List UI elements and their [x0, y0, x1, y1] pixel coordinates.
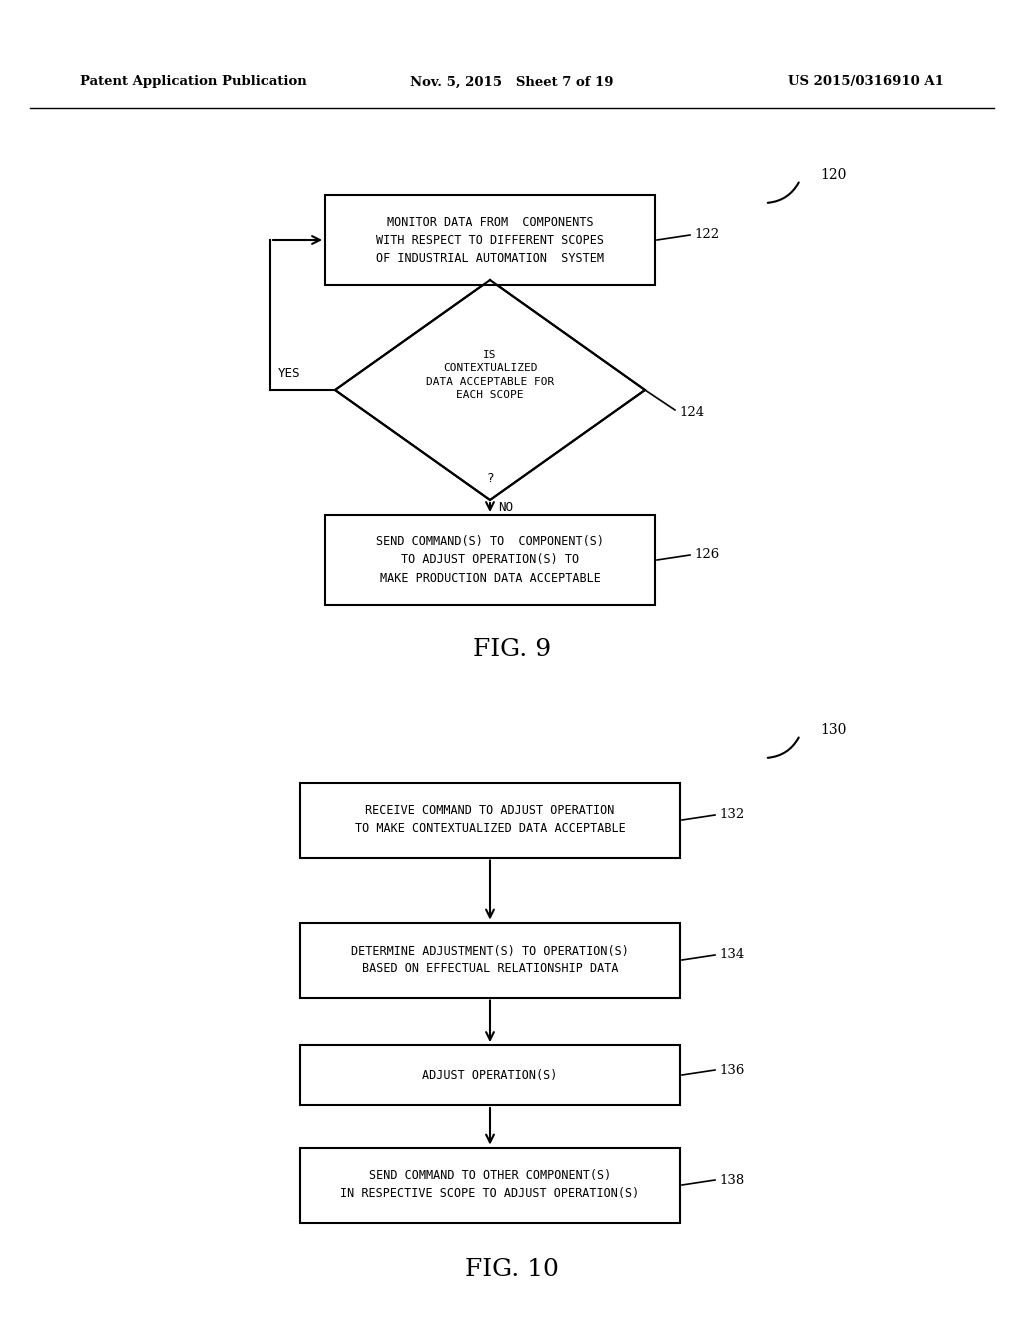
Text: FIG. 10: FIG. 10	[465, 1258, 559, 1282]
FancyBboxPatch shape	[325, 515, 655, 605]
FancyBboxPatch shape	[300, 1045, 680, 1105]
Text: 136: 136	[719, 1064, 744, 1077]
FancyBboxPatch shape	[300, 1147, 680, 1222]
FancyBboxPatch shape	[300, 923, 680, 998]
Text: 122: 122	[694, 228, 719, 242]
Text: ?: ?	[486, 471, 494, 484]
Text: US 2015/0316910 A1: US 2015/0316910 A1	[788, 75, 944, 88]
Text: 120: 120	[820, 168, 847, 182]
FancyBboxPatch shape	[325, 195, 655, 285]
Text: 134: 134	[719, 949, 744, 961]
Text: RECEIVE COMMAND TO ADJUST OPERATION
TO MAKE CONTEXTUALIZED DATA ACCEPTABLE: RECEIVE COMMAND TO ADJUST OPERATION TO M…	[354, 804, 626, 836]
Polygon shape	[335, 280, 645, 500]
Text: ADJUST OPERATION(S): ADJUST OPERATION(S)	[422, 1068, 558, 1081]
FancyBboxPatch shape	[300, 783, 680, 858]
Text: NO: NO	[498, 502, 513, 513]
Text: 138: 138	[719, 1173, 744, 1187]
Text: SEND COMMAND TO OTHER COMPONENT(S)
IN RESPECTIVE SCOPE TO ADJUST OPERATION(S): SEND COMMAND TO OTHER COMPONENT(S) IN RE…	[340, 1170, 640, 1200]
Text: Patent Application Publication: Patent Application Publication	[80, 75, 307, 88]
Text: 126: 126	[694, 549, 719, 561]
Text: 124: 124	[679, 405, 705, 418]
Text: Nov. 5, 2015   Sheet 7 of 19: Nov. 5, 2015 Sheet 7 of 19	[411, 75, 613, 88]
Text: IS
CONTEXTUALIZED
DATA ACCEPTABLE FOR
EACH SCOPE: IS CONTEXTUALIZED DATA ACCEPTABLE FOR EA…	[426, 350, 554, 400]
Text: YES: YES	[278, 367, 300, 380]
Text: 130: 130	[820, 723, 847, 737]
Text: FIG. 9: FIG. 9	[473, 639, 551, 661]
Text: 132: 132	[719, 808, 744, 821]
Text: MONITOR DATA FROM  COMPONENTS
WITH RESPECT TO DIFFERENT SCOPES
OF INDUSTRIAL AUT: MONITOR DATA FROM COMPONENTS WITH RESPEC…	[376, 215, 604, 264]
Text: DETERMINE ADJUSTMENT(S) TO OPERATION(S)
BASED ON EFFECTUAL RELATIONSHIP DATA: DETERMINE ADJUSTMENT(S) TO OPERATION(S) …	[351, 945, 629, 975]
Text: SEND COMMAND(S) TO  COMPONENT(S)
TO ADJUST OPERATION(S) TO
MAKE PRODUCTION DATA : SEND COMMAND(S) TO COMPONENT(S) TO ADJUS…	[376, 536, 604, 585]
